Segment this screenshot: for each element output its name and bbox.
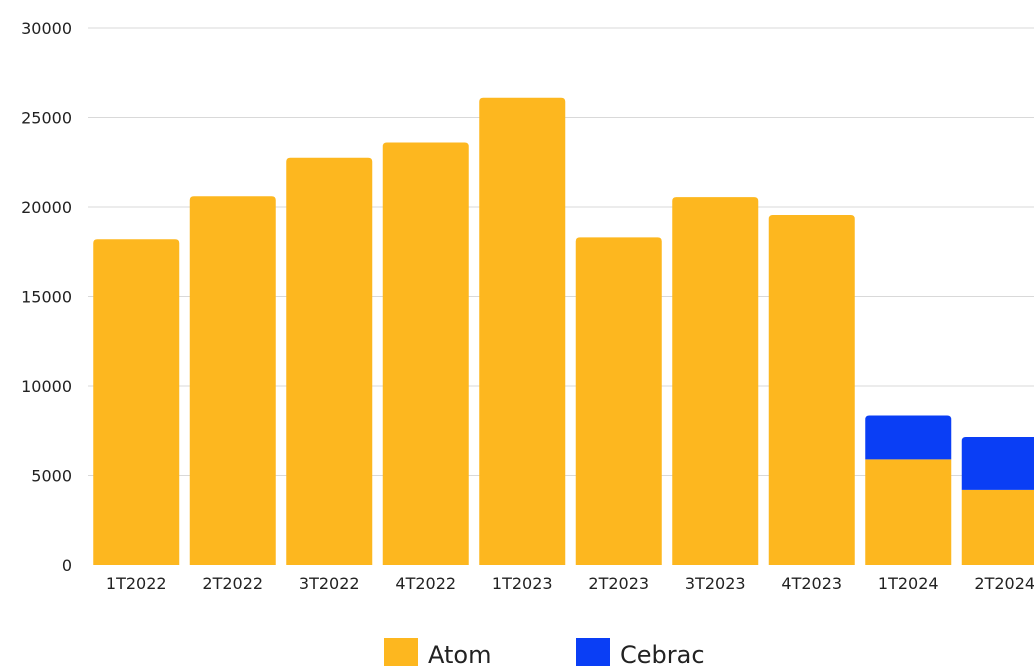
legend-label-atom: Atom	[428, 641, 491, 666]
x-tick-label: 2T2022	[202, 574, 263, 593]
y-tick-label: 30000	[21, 19, 72, 38]
x-tick-label: 1T2024	[878, 574, 939, 593]
x-tick-label: 3T2022	[299, 574, 360, 593]
y-tick-label: 20000	[21, 198, 72, 217]
y-tick-label: 5000	[31, 467, 72, 486]
y-axis-tick-labels: 0 5000 10000 15000 20000 25000 30000	[21, 19, 72, 575]
x-tick-label: 4T2023	[781, 574, 842, 593]
bar-atom-1t2022	[93, 239, 180, 565]
x-tick-label: 2T2024	[974, 574, 1034, 593]
bars	[93, 97, 1034, 565]
x-tick-label: 2T2023	[588, 574, 649, 593]
legend-label-cebrac: Cebrac	[620, 641, 705, 666]
y-tick-label: 25000	[21, 109, 72, 128]
bar-atom-4t2022	[382, 142, 469, 565]
bar-atom-2t2022	[189, 196, 276, 565]
bar-atom-2t2024	[961, 489, 1034, 565]
bar-atom-4t2023	[768, 215, 855, 565]
x-axis-tick-labels: 1T2022 2T2022 3T2022 4T2022 1T2023 2T2023 3T20…	[106, 574, 1034, 593]
legend: Atom Cebrac	[384, 638, 705, 666]
y-tick-label: 15000	[21, 288, 72, 307]
bar-atom-1t2023	[479, 97, 566, 565]
x-tick-label: 1T2022	[106, 574, 167, 593]
bar-cebrac-2t2024	[961, 437, 1034, 490]
bar-cebrac-1t2024	[865, 415, 952, 460]
x-tick-label: 1T2023	[492, 574, 553, 593]
x-tick-label: 4T2022	[395, 574, 456, 593]
legend-swatch-cebrac	[576, 638, 610, 666]
y-tick-label: 10000	[21, 377, 72, 396]
bar-atom-3t2022	[286, 157, 373, 565]
legend-swatch-atom	[384, 638, 418, 666]
x-tick-label: 3T2023	[685, 574, 746, 593]
bar-atom-2t2023	[575, 237, 662, 565]
bar-atom-1t2024	[865, 459, 952, 565]
y-tick-label: 0	[62, 556, 72, 575]
bar-atom-3t2023	[672, 197, 759, 565]
